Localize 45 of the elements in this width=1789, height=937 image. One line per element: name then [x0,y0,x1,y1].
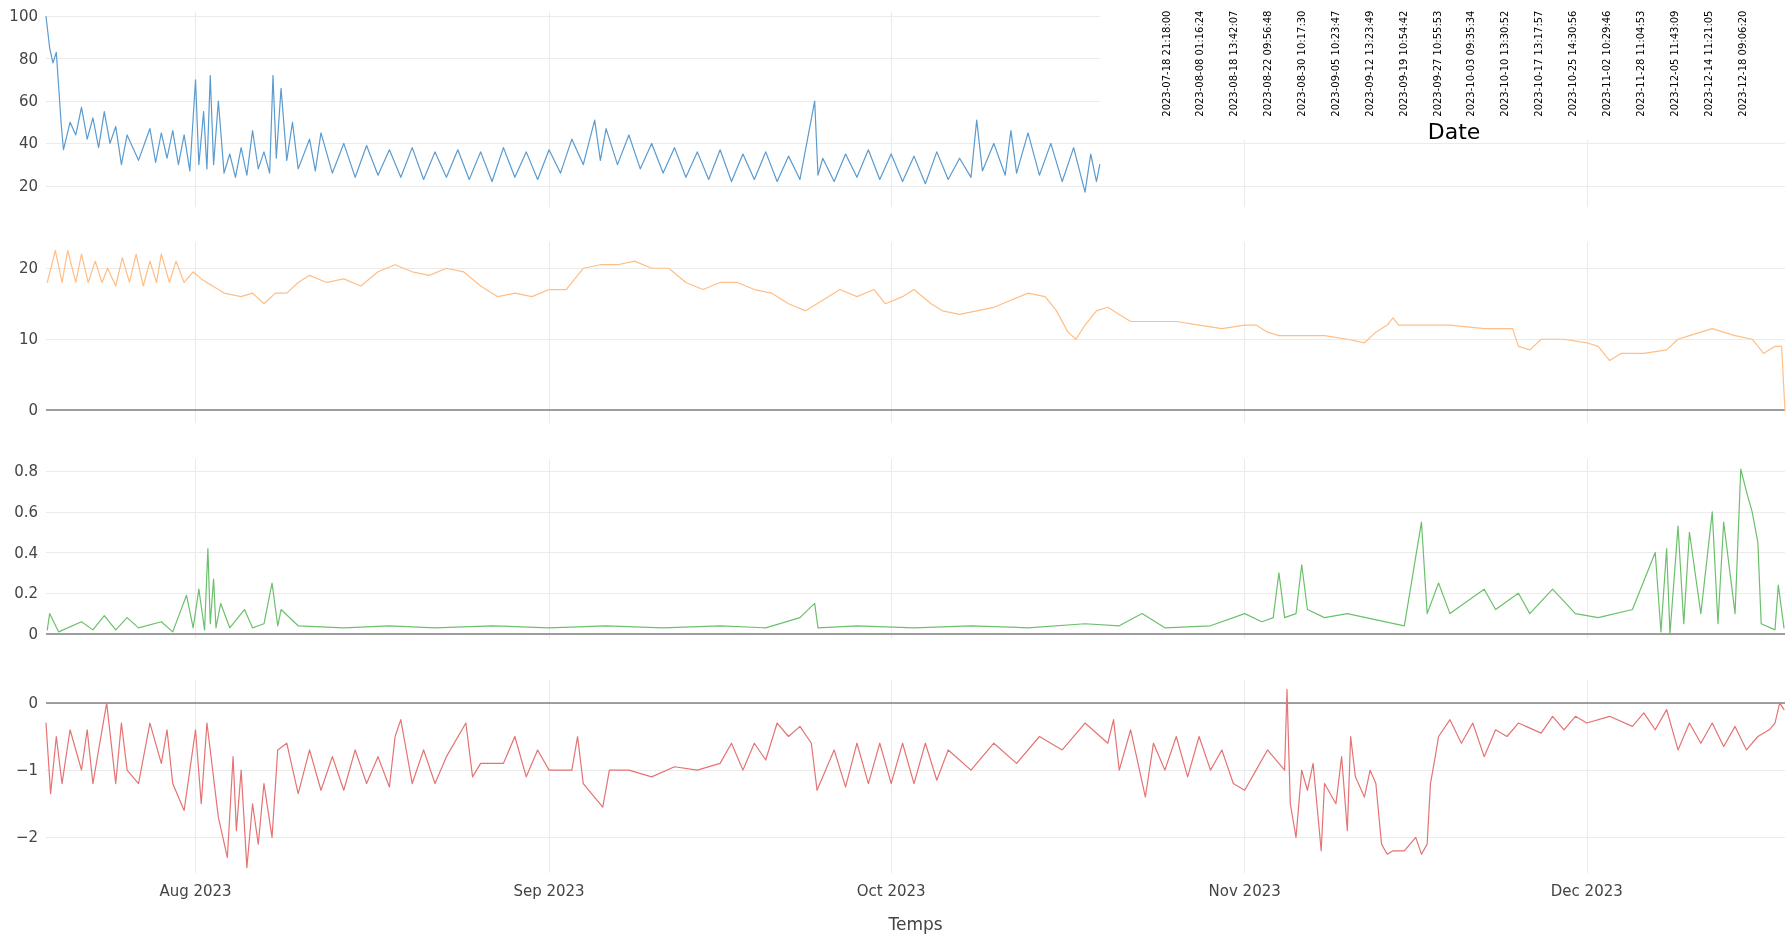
y-tick-label: 0 [28,624,38,643]
y-tick-label: 0.6 [14,502,38,521]
y-tick-label: 10 [18,330,38,349]
y-tick-label: 80 [18,49,38,68]
y-tick-label: 20 [18,176,38,195]
line-series [45,15,1101,193]
text: Date [1427,119,1481,145]
line-series [45,688,1785,869]
x-tick-label: Sep 2023 [513,881,585,900]
y-tick-label: 0.4 [14,543,38,562]
category-label: 2023-09-12 13:23:49 [1363,10,1375,117]
category-label: 2023-11-28 11:04:53 [1634,10,1646,117]
category-label: 2023-09-19 10:54:42 [1397,10,1409,117]
x-tick-label: Aug 2023 [159,881,232,900]
y-tick-label: −2 [15,828,38,847]
category-label: 2023-07-18 21:18:00 [1160,10,1172,117]
y-tick-label: −1 [15,761,38,780]
category-label: 2023-09-27 10:55:53 [1431,10,1443,117]
y-tick-label: 0.2 [14,584,38,603]
x-tick-label: Nov 2023 [1208,881,1281,900]
category-label: 2023-12-14 11:21:05 [1702,10,1714,117]
category-label: 2023-08-22 09:56:48 [1262,10,1274,117]
y-tick-label: 40 [18,134,38,153]
x-axis-title: Temps [887,913,943,934]
category-label: 2023-10-17 13:17:57 [1533,10,1545,117]
y-tick-label: 0.8 [14,462,38,481]
line-series [46,468,1785,635]
y-tick-label: 20 [18,259,38,278]
category-label: 2023-11-02 10:29:46 [1600,10,1612,117]
category-label: 2023-09-05 10:23:47 [1329,10,1341,117]
category-label: 2023-08-18 13:42:07 [1228,10,1240,117]
y-tick-label: 0 [28,401,38,420]
category-label: 2023-10-03 09:35:34 [1465,10,1477,117]
y-tick-label: 60 [18,92,38,111]
line-series [46,249,1786,411]
category-label: 2023-10-25 14:30:56 [1567,10,1579,117]
x-tick-label: Dec 2023 [1550,881,1623,900]
category-label: 2023-08-30 10:17:30 [1296,10,1308,117]
category-label: 2023-12-05 11:43:09 [1668,10,1680,117]
category-label: 2023-12-18 09:06:20 [1736,10,1748,117]
y-tick-label: 100 [9,7,38,26]
y-tick-label: 0 [28,693,38,712]
category-label: 2023-10-10 13:30:52 [1499,10,1511,117]
category-label: 2023-08-08 01:16:24 [1194,10,1206,117]
x-tick-label: Oct 2023 [856,881,926,900]
